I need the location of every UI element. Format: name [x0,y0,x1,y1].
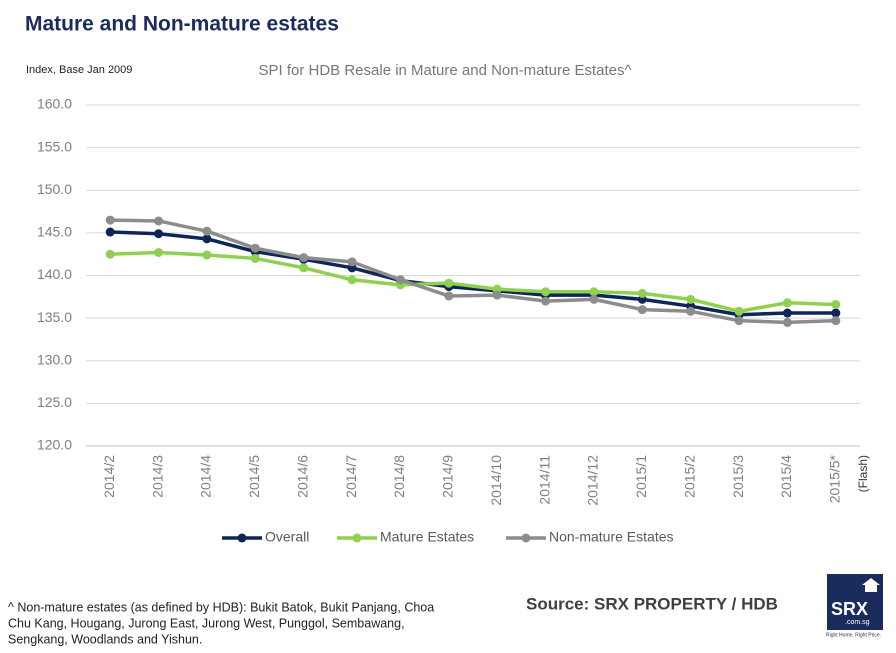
data-point [782,308,792,318]
data-point [686,306,696,316]
legend-label: Non-mature Estates [549,529,674,545]
legend-label: Mature Estates [380,529,474,545]
x-tick-label: 2014/12 [585,455,601,506]
y-tick-label: 140.0 [37,266,72,282]
source: Source: SRX PROPERTY / HDB [526,594,778,613]
data-point [831,316,841,326]
data-point [202,226,212,236]
y-tick-label: 155.0 [37,138,72,154]
y-tick-label: 120.0 [37,437,72,453]
data-point [347,275,357,285]
data-point [299,263,309,273]
logo-tagline: Right Home. Right Price. [826,632,881,638]
x-tick-label: 2014/11 [536,455,552,505]
x-tick-label: 2014/7 [343,455,359,498]
data-point [444,291,454,301]
data-point [444,278,454,288]
data-point [395,275,405,285]
legend-marker [237,533,247,543]
x-tick-label: 2015/4 [778,455,794,498]
logo-main: SRX [831,599,868,619]
y-tick-label: 160.0 [37,96,72,112]
x-tick-label: 2015/2 [681,455,697,498]
x-tick-label: 2015/5* [827,454,843,503]
legend-marker [352,533,362,543]
chart-title: SPI for HDB Resale in Mature and Non-mat… [258,62,631,79]
x-tick-label: 2014/2 [101,455,117,498]
y-tick-label: 145.0 [37,224,72,240]
data-point [637,305,647,315]
y-axis-label: Index, Base Jan 2009 [26,64,132,76]
data-point [202,234,212,244]
data-point [686,294,696,304]
data-point [105,249,115,259]
data-point [105,227,115,237]
data-point [541,287,551,297]
x-tick-label: 2014/4 [198,455,214,498]
data-point [782,317,792,327]
series-line [110,230,836,317]
logo-sub: .com.sg [845,619,870,626]
logo-house [862,578,880,592]
data-point [734,306,744,316]
x-tick-note: (Flash) [856,455,870,492]
x-tick-label: 2014/10 [488,455,504,506]
legend-label: Overall [265,529,309,545]
data-point [250,243,260,253]
data-point [589,287,599,297]
data-point [541,296,551,306]
data-point [831,299,841,309]
x-tick-label: 2014/3 [149,455,165,498]
legend-marker [521,533,531,543]
y-tick-label: 135.0 [37,309,72,325]
x-tick-label: 2014/6 [294,455,310,498]
data-point [589,294,599,304]
data-point [734,316,744,326]
series-line [110,218,836,325]
footnote-line: Sengkang, Woodlands and Yishun. [8,632,202,646]
x-tick-label: 2015/3 [730,455,746,498]
data-point [154,247,164,257]
y-tick-label: 150.0 [37,181,72,197]
data-point [782,298,792,308]
logo: SRX .com.sg [827,574,883,630]
x-tick-label: 2014/5 [246,455,262,498]
series-line [110,250,836,314]
page-title: Mature and Non-mature estates [25,13,339,36]
footnote-line: Chu Kang, Hougang, Jurong East, Jurong W… [8,616,405,630]
data-point [831,308,841,318]
data-point [347,257,357,267]
data-point [202,250,212,260]
y-tick-label: 130.0 [37,351,72,367]
data-point [250,253,260,263]
y-tick-label: 125.0 [37,394,72,410]
data-point [105,215,115,225]
x-tick-label: 2014/9 [440,455,456,498]
footnote-line: ^ Non-mature estates (as defined by HDB)… [8,600,434,614]
data-point [637,288,647,298]
data-point [492,290,502,300]
data-point [299,253,309,263]
x-tick-label: 2015/1 [633,455,649,498]
x-tick-label: 2014/8 [391,455,407,498]
data-point [154,216,164,226]
data-point [154,229,164,239]
